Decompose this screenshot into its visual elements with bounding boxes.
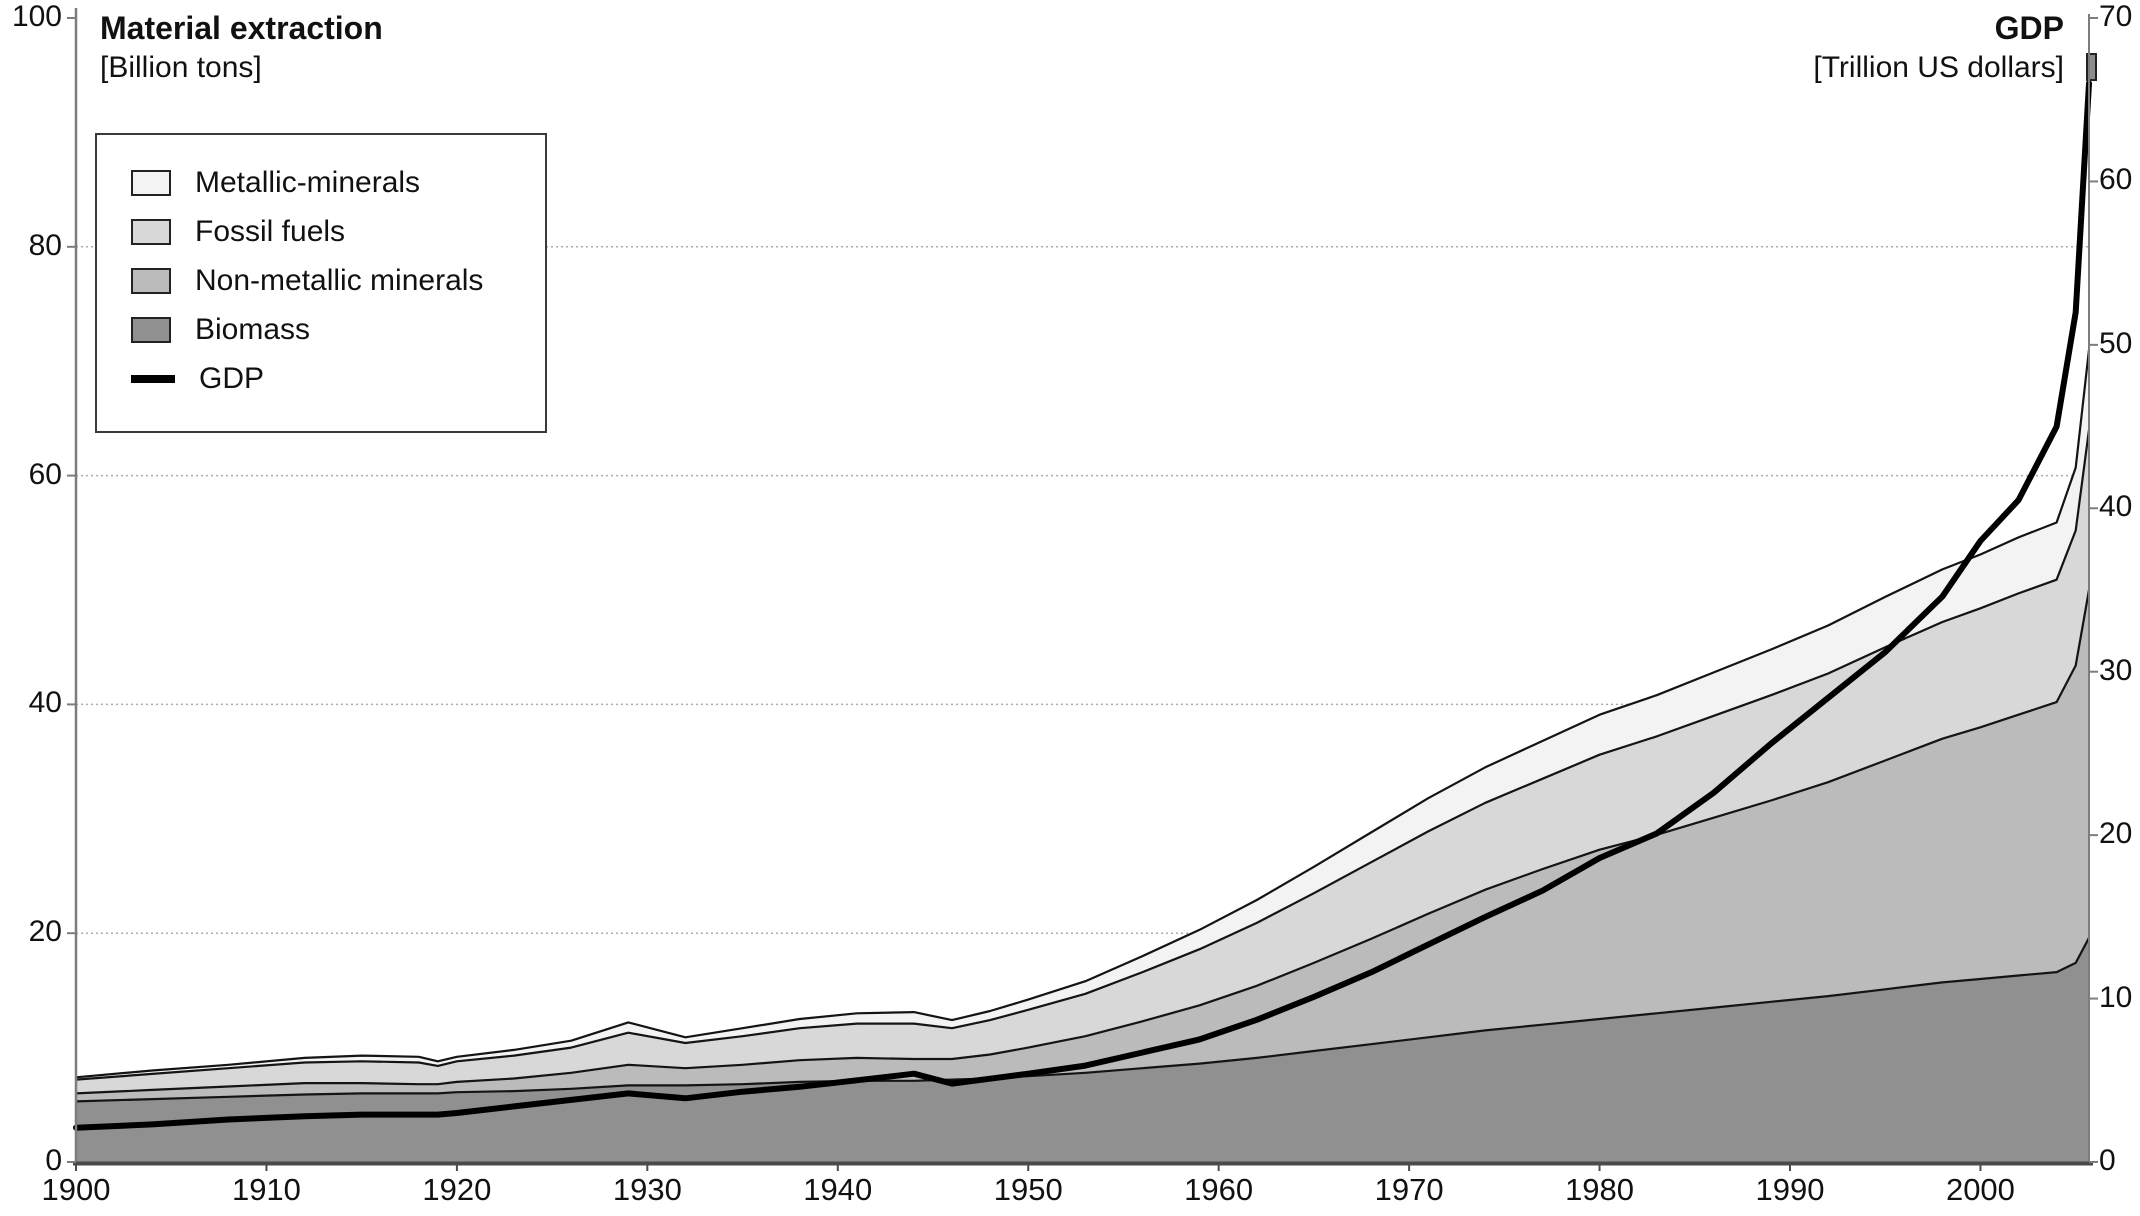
- x-axis-tick-1980: 1980: [1565, 1172, 1635, 1207]
- x-axis-tick-1910: 1910: [231, 1172, 301, 1207]
- x-axis-tick-1930: 1930: [612, 1172, 682, 1207]
- legend-area-swatch: [131, 268, 171, 294]
- boundary-fossil-fuels: [75, 429, 2091, 1081]
- x-axis-tick-1900: 1900: [41, 1172, 111, 1207]
- legend-label: Fossil fuels: [195, 215, 346, 248]
- legend-area-swatch: [131, 170, 171, 196]
- band-biomass: [76, 937, 2089, 1162]
- band-metallic-minerals: [76, 349, 2089, 1080]
- x-axis-tick-1960: 1960: [1184, 1172, 1254, 1207]
- left-axis-title: Material extraction: [100, 10, 383, 46]
- gdp-line: [73, 80, 2092, 1131]
- legend-item-metallic-minerals: Metallic-minerals: [131, 159, 545, 208]
- boundary-biomass: [75, 937, 2090, 1103]
- left-axis-tick-0: 0: [45, 1144, 62, 1177]
- left-axis-tick-40: 40: [28, 686, 62, 720]
- boundary-non-metallic-minerals: [75, 589, 2091, 1095]
- legend-item-biomass: Biomass: [131, 306, 545, 355]
- legend-item-fossil-fuels: Fossil fuels: [131, 208, 545, 257]
- legend: Metallic-minerals Fossil fuels Non-metalli…: [95, 133, 547, 433]
- legend-label: Metallic-minerals: [195, 166, 421, 199]
- left-axis-tick-80: 80: [28, 228, 62, 262]
- x-axis-tick-1970: 1970: [1374, 1172, 1444, 1207]
- left-axis-tick-60: 60: [28, 457, 62, 491]
- legend-area-swatch: [131, 317, 171, 343]
- x-axis-tick-1990: 1990: [1755, 1172, 1825, 1207]
- left-axis-tick-20: 20: [28, 915, 62, 949]
- x-axis-tick-1920: 1920: [422, 1172, 492, 1207]
- x-axis-tick-1950: 1950: [993, 1172, 1063, 1207]
- left-axis-header: Material extraction [Billion tons]: [100, 10, 383, 84]
- right-axis-title: GDP: [1994, 10, 2064, 46]
- band-non-metallic-minerals: [76, 590, 2089, 1102]
- legend-item-non-metallic-minerals: Non-metallic minerals: [131, 257, 545, 306]
- x-axis-tick-2000: 2000: [1945, 1172, 2015, 1207]
- left-axis-tick-100: 100: [11, 0, 62, 33]
- left-axis-units: [Billion tons]: [100, 50, 262, 84]
- legend-line-swatch: [131, 375, 175, 383]
- legend-label: Biomass: [195, 313, 311, 346]
- band-fossil-fuels: [76, 429, 2089, 1094]
- right-axis-units: [Trillion US dollars]: [1813, 50, 2064, 84]
- right-axis-tick-70: 70: [2099, 0, 2133, 33]
- right-axis-tick-0: 0: [2099, 1144, 2116, 1177]
- gdp-end-marker: [2086, 53, 2097, 82]
- right-axis-tick-50: 50: [2099, 326, 2133, 360]
- legend-label: GDP: [199, 362, 265, 395]
- x-axis-tick-1940: 1940: [803, 1172, 873, 1207]
- legend-item-gdp: GDP: [131, 355, 545, 404]
- right-axis-tick-20: 20: [2099, 817, 2133, 851]
- legend-label: Non-metallic minerals: [195, 264, 484, 297]
- right-axis-tick-40: 40: [2099, 490, 2133, 524]
- right-axis-tick-30: 30: [2099, 653, 2133, 687]
- right-axis-header: GDP [Trillion US dollars]: [1813, 10, 2064, 84]
- right-axis-tick-60: 60: [2099, 163, 2133, 197]
- right-axis-tick-10: 10: [2099, 980, 2133, 1014]
- legend-area-swatch: [131, 219, 171, 245]
- boundary-metallic-minerals: [75, 349, 2091, 1079]
